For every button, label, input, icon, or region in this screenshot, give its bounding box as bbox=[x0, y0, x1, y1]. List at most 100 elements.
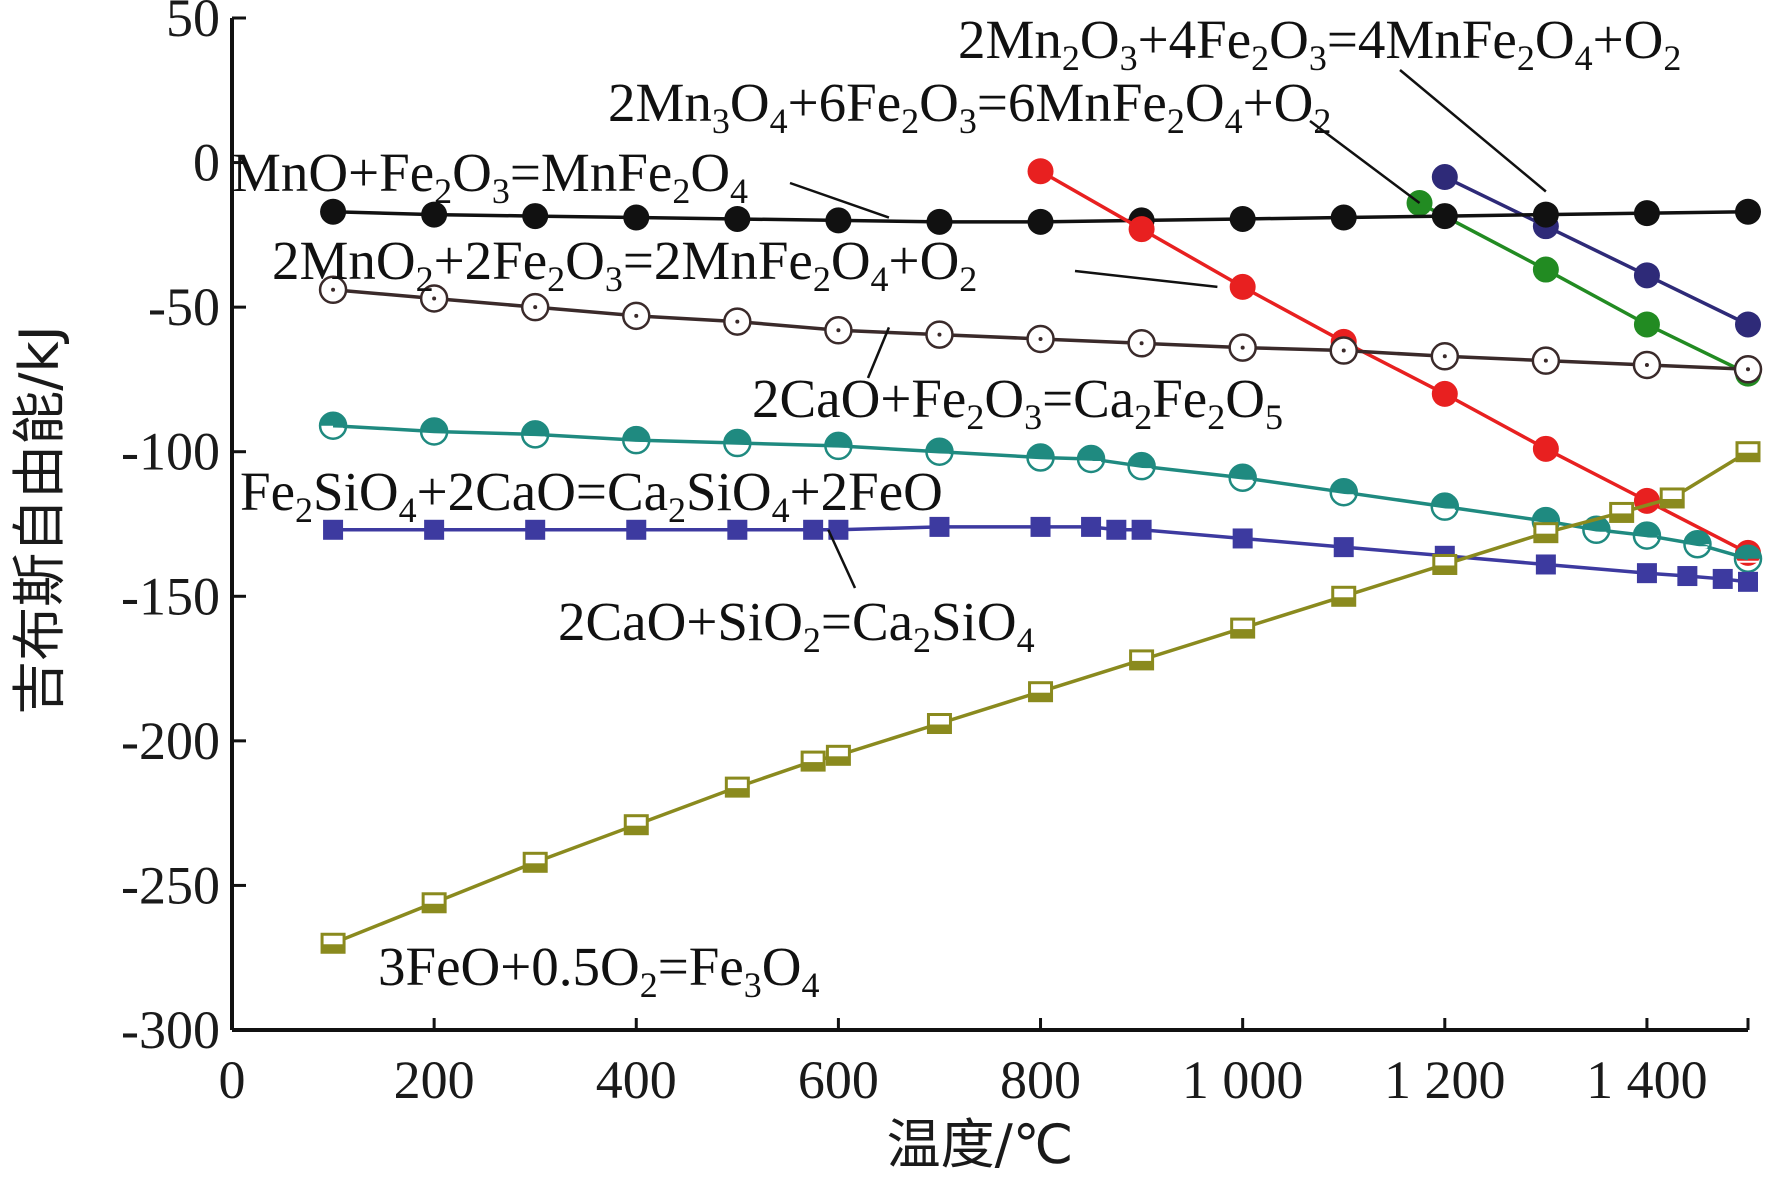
data-point-dot bbox=[735, 319, 740, 324]
data-point bbox=[1131, 519, 1152, 540]
subscript: 2 bbox=[416, 259, 434, 299]
data-point bbox=[1027, 208, 1054, 235]
data-point bbox=[1659, 487, 1685, 509]
data-point bbox=[1432, 553, 1458, 575]
subscript: 3 bbox=[959, 101, 977, 141]
data-point-fill bbox=[827, 756, 850, 765]
equation-label-feo: 3FeO+0.5O2=Fe3O4 bbox=[378, 936, 819, 1005]
data-point bbox=[1229, 273, 1256, 300]
series-3 bbox=[1027, 158, 1761, 566]
data-point bbox=[1712, 568, 1733, 589]
data-point bbox=[929, 516, 950, 537]
data-point bbox=[727, 519, 748, 540]
subscript: 2 bbox=[640, 965, 658, 1005]
label-text: 2Mn bbox=[608, 72, 712, 133]
data-point bbox=[1329, 477, 1358, 507]
data-point-ring bbox=[723, 428, 752, 458]
label-text: O bbox=[1269, 9, 1309, 70]
label-text: +2CaO=Ca bbox=[417, 461, 668, 522]
data-point bbox=[320, 932, 346, 954]
data-point bbox=[318, 275, 348, 305]
label-text: O bbox=[762, 936, 802, 997]
data-point bbox=[1128, 216, 1155, 243]
equation-label-mno2: 2MnO2+2Fe2O3=2MnFe2O4+O2 bbox=[272, 230, 977, 299]
data-point bbox=[522, 851, 548, 873]
label-text: O bbox=[1535, 9, 1575, 70]
data-point bbox=[824, 316, 853, 345]
data-point bbox=[623, 814, 649, 836]
label-text: O bbox=[831, 230, 871, 291]
data-point bbox=[1228, 463, 1257, 492]
data-point bbox=[1229, 205, 1256, 232]
data-point bbox=[1430, 342, 1460, 371]
data-point bbox=[1532, 201, 1559, 228]
data-point bbox=[1677, 566, 1698, 587]
subscript: 4 bbox=[399, 490, 417, 530]
data-point-ring bbox=[419, 417, 449, 446]
subscript: 3 bbox=[712, 101, 730, 141]
data-point bbox=[1532, 256, 1559, 283]
data-point-dot bbox=[836, 328, 841, 333]
x-axis-title: 温度/℃ bbox=[887, 1113, 1074, 1176]
subscript: 2 bbox=[1062, 38, 1080, 78]
data-point bbox=[1333, 537, 1354, 558]
data-point bbox=[724, 776, 750, 798]
data-point bbox=[1129, 649, 1155, 671]
data-point bbox=[1632, 521, 1662, 550]
data-point bbox=[1081, 516, 1102, 537]
series-6 bbox=[323, 516, 1758, 592]
leader-line-mn3o4 bbox=[1309, 119, 1421, 205]
data-point-dot bbox=[1746, 367, 1750, 372]
leader-line-mno bbox=[789, 181, 890, 219]
data-point bbox=[1027, 158, 1054, 185]
data-point-fill bbox=[1029, 692, 1052, 701]
data-point bbox=[522, 203, 549, 230]
subscript: 5 bbox=[1265, 397, 1283, 437]
data-point-ring bbox=[925, 437, 954, 466]
equation-label-mn3o4: 2Mn3O4+6Fe2O3=6MnFe2O4+O2 bbox=[608, 72, 1331, 141]
data-point bbox=[1431, 164, 1458, 191]
data-point bbox=[622, 301, 651, 331]
label-text: O bbox=[984, 368, 1024, 429]
subscript: 4 bbox=[1225, 101, 1243, 141]
y-tick-label: -100 bbox=[121, 422, 220, 482]
equation-label-fe2sio4: Fe2SiO4+2CaO=Ca2SiO4+2FeO bbox=[240, 461, 943, 530]
data-point-fill bbox=[524, 863, 547, 872]
subscript: 4 bbox=[801, 965, 819, 1005]
data-point-top bbox=[1735, 545, 1761, 559]
data-point-fill bbox=[1737, 452, 1759, 461]
equation-label-mn2o3: 2Mn2O3+4Fe2O3=4MnFe2O4+O2 bbox=[958, 9, 1681, 78]
series-line bbox=[332, 423, 1749, 561]
data-point-fill bbox=[1130, 660, 1153, 669]
data-point-dot bbox=[1139, 341, 1144, 346]
data-point-dot bbox=[937, 332, 942, 337]
subscript: 2 bbox=[1663, 38, 1681, 78]
data-point-top bbox=[1532, 508, 1559, 522]
leader-line-cao-fe2o3 bbox=[866, 326, 891, 379]
label-text: =6MnFe bbox=[977, 72, 1167, 133]
data-point bbox=[1733, 355, 1763, 384]
data-point-fill bbox=[322, 944, 345, 953]
data-point bbox=[723, 428, 752, 458]
data-point-dot bbox=[432, 296, 437, 301]
leader-line-mn2o3 bbox=[1399, 69, 1547, 193]
data-point bbox=[424, 519, 445, 540]
data-point bbox=[421, 201, 448, 228]
data-point bbox=[1030, 516, 1051, 537]
data-point bbox=[1330, 204, 1357, 231]
data-point bbox=[1735, 311, 1761, 338]
data-point-ring bbox=[1430, 492, 1460, 521]
subscript: 4 bbox=[730, 171, 748, 211]
label-text: O bbox=[1185, 72, 1225, 133]
data-point bbox=[926, 713, 952, 735]
data-point-dot bbox=[331, 287, 336, 292]
series-0 bbox=[1431, 164, 1761, 338]
data-point bbox=[1735, 198, 1761, 225]
data-point-dot bbox=[1038, 336, 1043, 341]
data-point-ring bbox=[1632, 521, 1662, 550]
data-point bbox=[1633, 262, 1660, 289]
data-point bbox=[1329, 336, 1358, 365]
y-tick-label: 50 bbox=[166, 0, 220, 48]
data-point bbox=[1683, 529, 1712, 559]
x-tick-label: 600 bbox=[798, 1050, 879, 1110]
